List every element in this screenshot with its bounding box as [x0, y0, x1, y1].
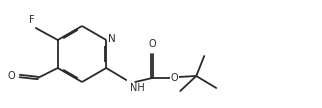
- Text: O: O: [170, 73, 178, 83]
- Text: N: N: [108, 33, 116, 44]
- Text: O: O: [148, 39, 156, 49]
- Text: O: O: [7, 71, 15, 81]
- Text: NH: NH: [130, 83, 145, 93]
- Text: F: F: [29, 15, 34, 25]
